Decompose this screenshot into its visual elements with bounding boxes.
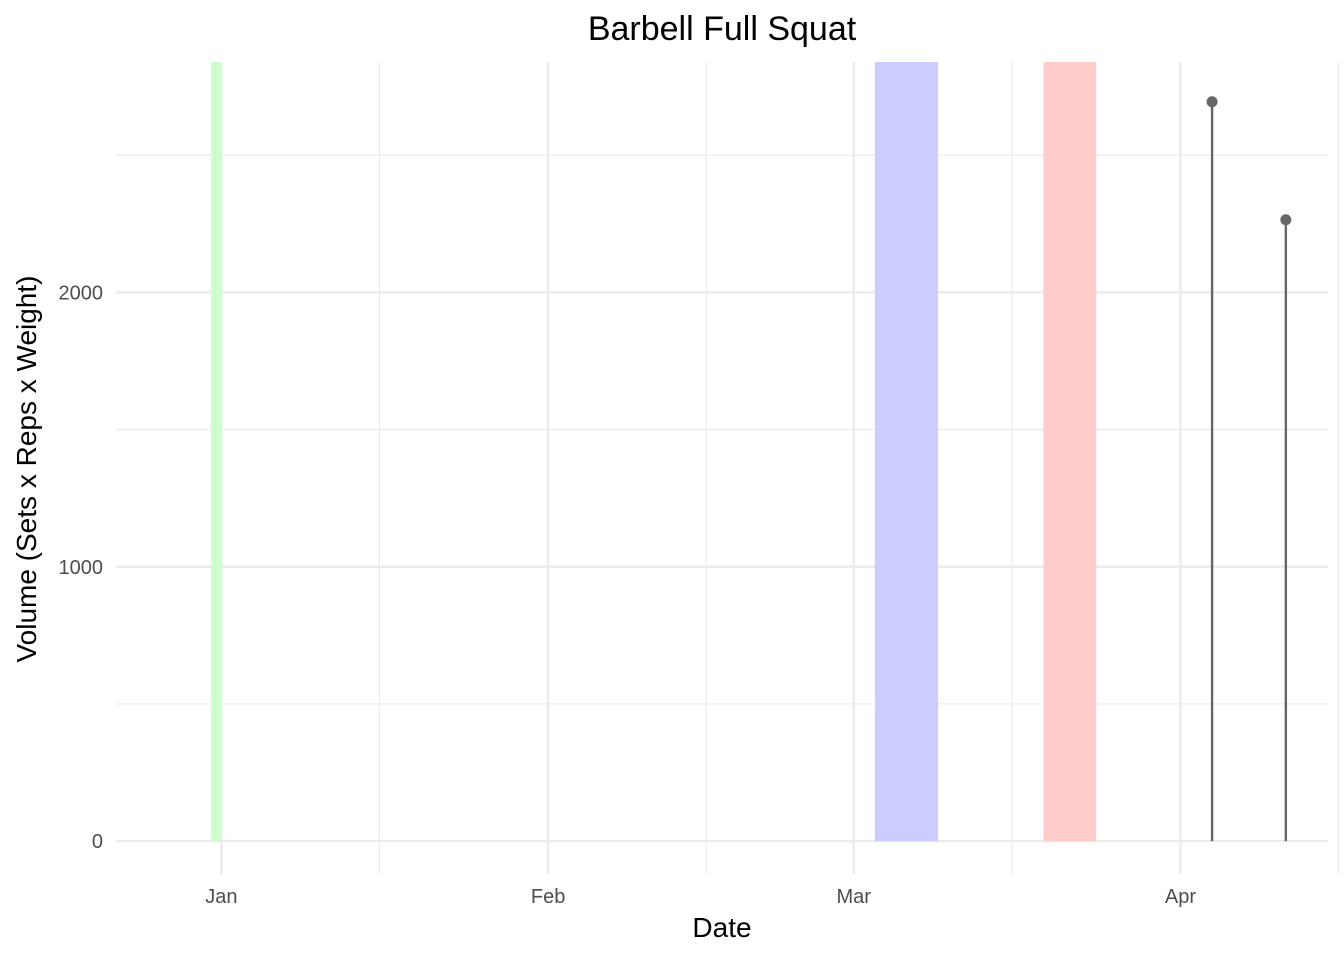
x-tick-label-3: Apr [1165, 886, 1196, 908]
chart-title: Barbell Full Squat [588, 10, 857, 48]
shaded-period-0 [210, 62, 222, 842]
y-axis-title: Volume (Sets x Reps x Weight) [11, 276, 42, 663]
shaded-periods [210, 62, 1097, 842]
series-layer [1206, 96, 1292, 842]
x-axis-title: Date [692, 912, 751, 943]
x-tick-label-2: Mar [837, 886, 872, 908]
x-tick-label-0: Jan [205, 886, 237, 908]
y-tick-label-2: 2000 [59, 282, 104, 304]
volume-point-1 [1280, 214, 1292, 226]
shaded-period-2 [1043, 62, 1097, 842]
y-tick-label-0: 0 [92, 831, 103, 853]
tick-labels: 0 1000 2000 Jan Feb Mar Apr [59, 282, 1197, 908]
x-tick-label-1: Feb [531, 886, 565, 908]
shaded-period-1 [874, 62, 939, 842]
volume-point-0 [1206, 96, 1218, 108]
y-tick-label-1: 1000 [59, 557, 104, 579]
grid-layer [116, 62, 1340, 874]
